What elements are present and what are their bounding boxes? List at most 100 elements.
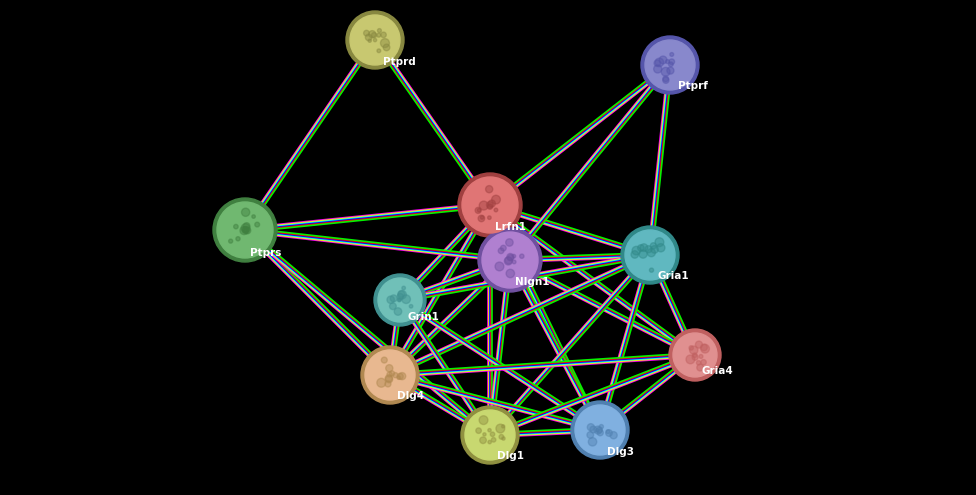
Circle shape	[502, 437, 506, 440]
Circle shape	[480, 216, 484, 219]
Circle shape	[372, 33, 377, 38]
Circle shape	[252, 215, 256, 218]
Text: Nlgn1: Nlgn1	[515, 277, 549, 287]
Circle shape	[502, 425, 505, 428]
Circle shape	[651, 246, 659, 253]
Circle shape	[670, 52, 673, 56]
Text: Gria4: Gria4	[702, 366, 734, 376]
Circle shape	[505, 257, 512, 264]
Circle shape	[588, 424, 594, 431]
Circle shape	[346, 11, 404, 69]
Circle shape	[398, 291, 406, 299]
Circle shape	[479, 201, 488, 210]
Circle shape	[519, 254, 524, 258]
Circle shape	[398, 291, 405, 297]
Circle shape	[364, 30, 369, 36]
Circle shape	[692, 354, 698, 360]
Circle shape	[654, 65, 662, 73]
Circle shape	[242, 227, 250, 234]
Circle shape	[655, 238, 664, 247]
Circle shape	[402, 295, 411, 303]
Circle shape	[488, 200, 496, 207]
Circle shape	[386, 372, 392, 377]
Circle shape	[686, 355, 695, 364]
Circle shape	[595, 429, 599, 432]
Circle shape	[482, 232, 538, 288]
Circle shape	[384, 44, 389, 51]
Circle shape	[236, 237, 240, 241]
Circle shape	[475, 207, 481, 213]
Circle shape	[606, 430, 612, 437]
Circle shape	[690, 346, 698, 354]
Circle shape	[512, 254, 515, 258]
Circle shape	[397, 376, 400, 379]
Circle shape	[501, 245, 507, 251]
Circle shape	[490, 432, 495, 437]
Text: Gria1: Gria1	[657, 271, 689, 281]
Circle shape	[385, 381, 391, 387]
Circle shape	[386, 376, 392, 383]
Circle shape	[483, 433, 486, 436]
Text: Dlg4: Dlg4	[397, 391, 425, 401]
Circle shape	[377, 33, 381, 37]
Circle shape	[369, 31, 376, 38]
Circle shape	[478, 215, 485, 222]
Circle shape	[673, 333, 717, 377]
Circle shape	[662, 67, 671, 76]
Circle shape	[640, 244, 648, 251]
Circle shape	[625, 230, 675, 280]
Circle shape	[507, 269, 514, 278]
Circle shape	[244, 227, 251, 234]
Circle shape	[491, 438, 496, 442]
Circle shape	[365, 350, 415, 400]
Text: Lrfn1: Lrfn1	[495, 222, 526, 232]
Circle shape	[649, 268, 654, 272]
Circle shape	[478, 228, 542, 292]
Text: Ptprf: Ptprf	[678, 81, 708, 91]
Circle shape	[409, 304, 413, 308]
Circle shape	[217, 202, 273, 258]
Circle shape	[641, 36, 699, 94]
Text: Ptprd: Ptprd	[383, 57, 416, 67]
Circle shape	[701, 345, 710, 353]
Circle shape	[378, 278, 422, 322]
Circle shape	[397, 298, 401, 302]
Circle shape	[590, 426, 596, 433]
Circle shape	[480, 437, 486, 444]
Circle shape	[233, 224, 238, 229]
Circle shape	[654, 60, 661, 66]
Circle shape	[368, 39, 371, 42]
Circle shape	[350, 15, 400, 65]
Circle shape	[610, 432, 617, 439]
Circle shape	[255, 222, 260, 227]
Circle shape	[386, 296, 394, 303]
Circle shape	[228, 239, 232, 243]
Circle shape	[392, 373, 398, 378]
Circle shape	[498, 248, 504, 253]
Circle shape	[377, 378, 386, 387]
Circle shape	[492, 195, 501, 204]
Circle shape	[461, 406, 519, 464]
Circle shape	[486, 201, 493, 208]
Circle shape	[240, 227, 248, 235]
Circle shape	[243, 228, 248, 232]
Circle shape	[381, 32, 386, 38]
Text: Ptprs: Ptprs	[250, 248, 281, 258]
Circle shape	[486, 186, 493, 193]
Circle shape	[587, 432, 593, 439]
Circle shape	[499, 435, 504, 439]
Circle shape	[693, 353, 697, 357]
Circle shape	[594, 426, 602, 434]
Circle shape	[495, 262, 504, 271]
Circle shape	[390, 295, 397, 302]
Circle shape	[487, 204, 493, 209]
Circle shape	[394, 308, 402, 315]
Circle shape	[597, 430, 603, 436]
Circle shape	[397, 373, 403, 379]
Circle shape	[213, 198, 277, 262]
Circle shape	[669, 62, 673, 66]
Circle shape	[386, 365, 393, 372]
Circle shape	[488, 216, 491, 219]
Circle shape	[655, 58, 664, 67]
Circle shape	[476, 428, 481, 434]
